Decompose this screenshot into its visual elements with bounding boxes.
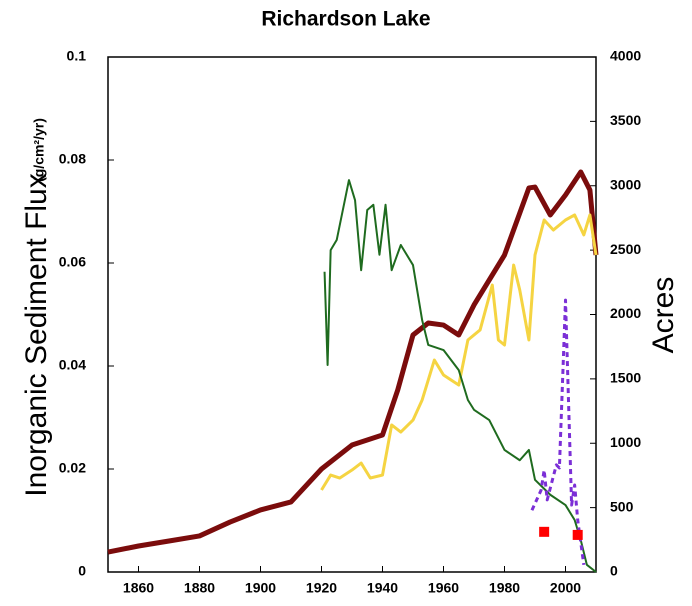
y-tick-label: 0.02 <box>59 460 86 476</box>
x-tick-label: 1900 <box>245 580 276 596</box>
y2-tick-label: 500 <box>610 498 634 514</box>
x-tick-label: 1860 <box>123 580 154 596</box>
series-line <box>530 298 586 565</box>
y-axis-title: Inorganic Sediment Flux (g/cm²/yr) <box>20 118 53 497</box>
series-line <box>320 213 598 491</box>
series-line <box>107 169 599 555</box>
x-tick-label: 1940 <box>367 580 398 596</box>
x-tick-label: 2000 <box>550 580 581 596</box>
y2-tick-label: 1500 <box>610 370 641 386</box>
y2-tick-label: 4000 <box>610 48 641 64</box>
y-tick-label: 0 <box>78 563 86 579</box>
y-tick-label: 0.06 <box>59 254 86 270</box>
y2-tick-label: 1000 <box>610 434 641 450</box>
y-axis-unit: (g/cm²/yr) <box>31 118 47 182</box>
y2-tick-label: 2000 <box>610 305 641 321</box>
square-marker <box>572 529 583 540</box>
square-marker <box>539 526 550 537</box>
x-tick-label: 1880 <box>184 580 215 596</box>
x-tick-label: 1980 <box>489 580 520 596</box>
y-tick-label: 0.1 <box>67 48 87 64</box>
y2-tick-label: 3500 <box>610 112 641 128</box>
x-tick-label: 1920 <box>306 580 337 596</box>
y-tick-label: 0.08 <box>59 151 86 167</box>
y2-tick-label: 3000 <box>610 176 641 192</box>
y2-tick-label: 0 <box>610 563 618 579</box>
y2-axis-label: Acres <box>647 277 680 354</box>
x-tick-label: 1960 <box>428 580 459 596</box>
y-axis-label: Inorganic Sediment Flux <box>20 173 53 497</box>
y2-tick-label: 2500 <box>610 241 641 257</box>
y-tick-label: 0.04 <box>59 357 86 373</box>
chart-title: Richardson Lake <box>261 8 430 31</box>
series-line <box>323 179 597 573</box>
